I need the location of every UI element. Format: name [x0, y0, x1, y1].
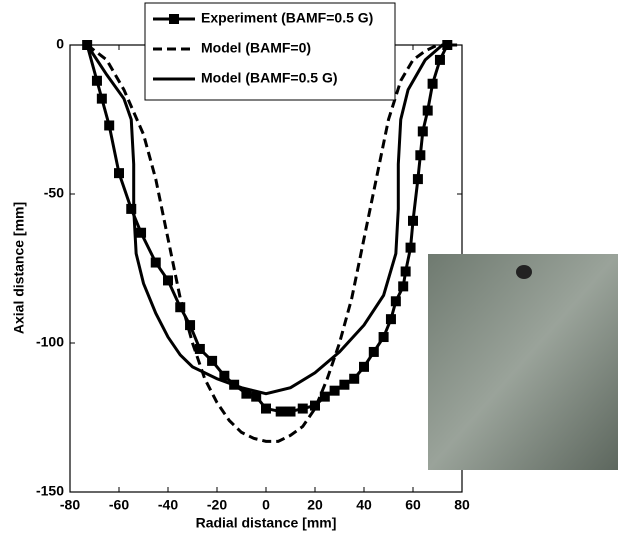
- data-marker: [126, 203, 137, 214]
- data-marker: [194, 343, 205, 354]
- data-marker: [114, 168, 124, 179]
- data-marker: [150, 257, 161, 268]
- y-tick-label: 0: [56, 36, 64, 52]
- data-marker: [405, 242, 416, 253]
- data-marker: [104, 120, 115, 131]
- data-marker: [91, 75, 102, 86]
- data-marker: [412, 174, 423, 185]
- data-marker: [319, 391, 330, 402]
- x-tick-label: 0: [262, 497, 270, 513]
- data-marker: [400, 266, 411, 277]
- data-marker: [207, 355, 218, 366]
- data-marker: [96, 93, 107, 104]
- y-axis-label: Axial distance [mm]: [11, 202, 27, 334]
- photo-spot: [516, 265, 532, 279]
- data-marker: [251, 391, 262, 402]
- x-tick-label: 80: [454, 497, 470, 513]
- legend: Experiment (BAMF=0.5 G) Model (BAMF=0) Mod…: [144, 2, 396, 101]
- data-marker: [359, 361, 369, 372]
- data-marker: [275, 406, 286, 417]
- data-marker: [417, 126, 428, 137]
- y-tick-label: -150: [36, 483, 64, 499]
- data-marker: [136, 227, 147, 238]
- data-marker: [349, 373, 360, 384]
- x-tick-label: -20: [207, 497, 227, 513]
- x-tick-label: 20: [307, 497, 323, 513]
- legend-label: Model (BAMF=0.5 G): [201, 70, 338, 86]
- x-tick-label: 60: [405, 497, 421, 513]
- photo-inset: [428, 254, 618, 470]
- series-line: [86, 43, 439, 443]
- data-marker: [310, 400, 320, 411]
- x-tick-label: -40: [158, 497, 178, 513]
- data-marker: [241, 388, 252, 399]
- x-tick-label: -80: [60, 497, 80, 513]
- x-tick-label: -60: [109, 497, 129, 513]
- data-marker: [285, 406, 296, 417]
- data-marker: [422, 105, 433, 116]
- legend-marker: [169, 14, 179, 24]
- data-marker: [185, 320, 196, 331]
- data-marker: [427, 78, 438, 89]
- x-tick-label: 40: [356, 497, 372, 513]
- sample-photo: [428, 254, 618, 470]
- data-marker: [434, 54, 445, 65]
- data-marker: [297, 403, 308, 414]
- x-axis-label: Radial distance [mm]: [196, 515, 337, 531]
- data-marker: [415, 150, 426, 161]
- data-marker: [339, 379, 350, 390]
- data-marker: [408, 215, 418, 226]
- data-marker: [261, 403, 271, 414]
- data-marker: [398, 281, 409, 292]
- data-marker: [329, 385, 340, 396]
- series-line: [85, 43, 458, 396]
- y-tick-label: -50: [44, 185, 64, 201]
- data-marker: [368, 346, 379, 357]
- data-marker: [390, 296, 401, 307]
- legend-label: Model (BAMF=0): [201, 40, 311, 56]
- data-marker: [175, 302, 186, 313]
- y-tick-label: -100: [36, 334, 64, 350]
- data-marker: [219, 370, 230, 381]
- legend-label: Experiment (BAMF=0.5 G): [201, 10, 373, 26]
- data-marker: [163, 275, 173, 286]
- data-marker: [378, 332, 389, 343]
- data-marker: [385, 314, 396, 325]
